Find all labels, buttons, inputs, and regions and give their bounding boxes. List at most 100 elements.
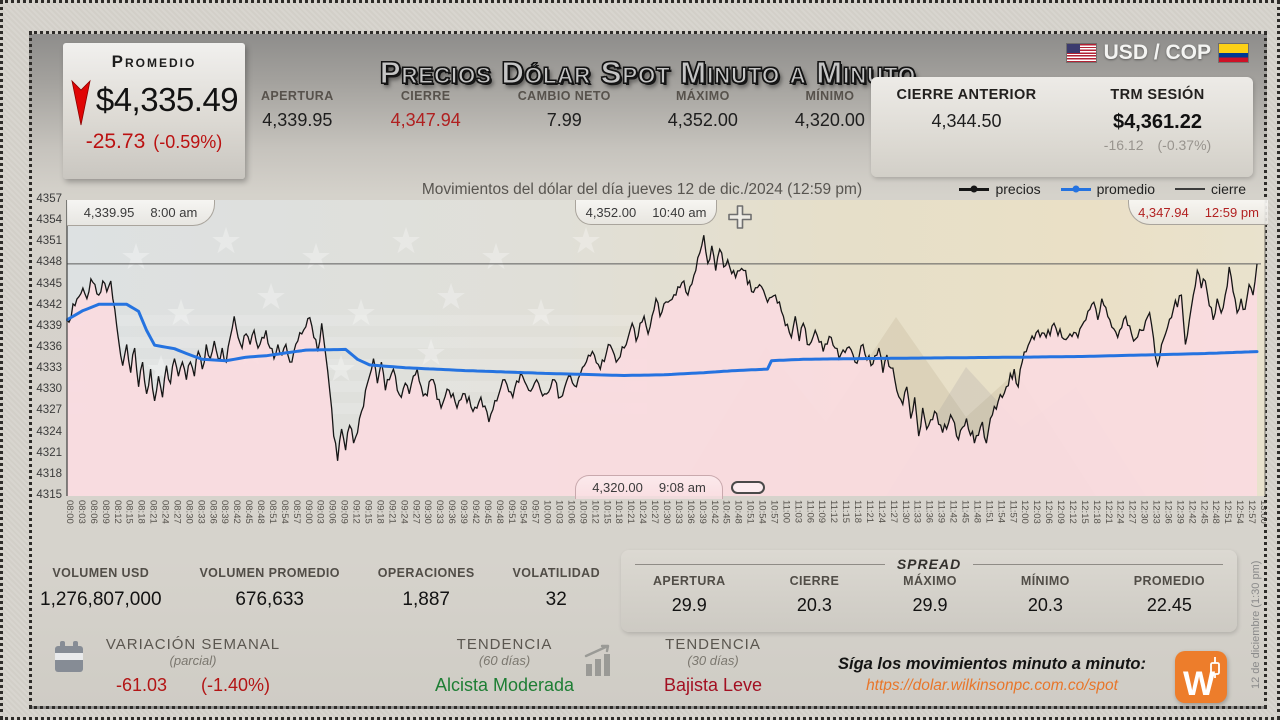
x-tick-label: 10:00 [542,500,553,524]
x-tick-label: 11:45 [960,500,971,523]
stat-label: APERTURA [652,574,726,588]
stat-value: 20.3 [796,595,832,615]
price-chart: ★★★★★★★★★★★★★★★ 08:0008:0308:0608:0908:1… [66,200,1266,524]
pair-label: USD / COP [1103,41,1211,64]
x-tick-label: 11:54 [995,500,1006,523]
x-tick-label: 08:39 [219,500,230,524]
x-tick-label: 10:15 [601,500,612,524]
x-tick-label: 09:57 [530,500,541,524]
legend-label: promedio [1096,181,1155,197]
trm-label: TRM SESIÓN [1110,87,1205,103]
stat-label: MÍNIMO [805,89,855,103]
y-tick-label: 4321 [36,446,62,459]
top-stat-cambio-neto: CAMBIO NETO 7.99 [518,89,611,131]
x-tick-label: 08:51 [267,500,278,524]
x-tick-label: 11:06 [804,500,815,523]
x-tick-label: 08:18 [136,500,147,524]
x-tick-label: 11:33 [912,500,923,523]
trend-60d-block: TENDENCIA (60 días) Alcista Moderada [407,636,602,696]
follow-block: Síga los movimientos minuto a minuto: ht… [832,655,1152,695]
weekly-variation-value: -61.03 (-1.40%) [115,675,271,695]
trm-value: $4,361.22 [1113,111,1202,133]
spread-stat-cierre: CIERRE 20.3 [790,574,840,616]
down-arrow-icon [71,79,91,126]
promedio-change: -25.73 (-0.59%) [85,130,223,153]
svg-text:★: ★ [120,236,152,277]
spread-stat-promedio: PROMEDIO 22.45 [1134,574,1205,616]
x-tick-label: 10:09 [577,500,588,524]
svg-text:★: ★ [345,292,377,333]
x-tick-label: 11:27 [888,500,899,523]
chart-legend: precios promedio cierre [959,181,1246,197]
svg-text:★: ★ [165,292,197,333]
spread-stat-maximo: MÁXIMO 29.9 [903,574,957,616]
follow-url-link[interactable]: https://dolar.wilkinsonpc.com.co/spot [866,677,1118,694]
volume-stats-row: VOLUMEN USD 1,276,807,000 VOLUMEN PROMEDIO… [40,566,600,611]
x-tick-label: 12:12 [1067,500,1078,524]
x-tick-label: 08:15 [124,500,135,524]
x-tick-label: 10:48 [733,500,744,524]
y-tick-label: 4333 [36,362,62,375]
x-tick-label: 11:09 [816,500,827,523]
svg-text:★: ★ [525,292,557,333]
x-tick-label: 12:54 [1234,500,1245,524]
prev-close-block: CIERRE ANTERIOR 4,344.50 [871,77,1062,177]
y-tick-label: 4345 [36,277,62,290]
spread-stats-row: APERTURA 29.9 CIERRE 20.3 MÁXIMO 29.9 MÍNIMO 20… [621,574,1237,616]
stat-value: 4,339.95 [262,110,333,130]
stat-value: 22.45 [1146,595,1192,615]
x-tick-label: 11:30 [900,500,911,523]
legend-swatch [1060,185,1091,193]
x-tick-label: 11:24 [876,500,887,523]
x-tick-label: 10:33 [673,500,684,524]
legend-marker-dot [970,185,978,193]
x-tick-label: 11:42 [948,500,959,523]
x-tick-label: 12:27 [1127,500,1138,524]
stat-value: 4,320.00 [794,110,865,130]
stat-value: 4,347.94 [390,110,461,130]
x-tick-label: 10:45 [721,500,732,524]
calendar-icon [55,641,83,672]
legend-label: precios [995,181,1041,197]
legend-item-promedio: promedio [1060,181,1155,197]
x-tick-label: 08:30 [183,500,194,524]
spread-panel: SPREAD APERTURA 29.9 CIERRE 20.3 MÁXIMO 29.9 M… [621,550,1237,632]
last-price-annotation: 4,347.94 12:59 pm [1128,200,1268,225]
stat-label: MÁXIMO [675,89,730,103]
x-tick-label: 11:15 [840,500,851,523]
weekly-variation-block: VARIACIÓN SEMANAL (parcial) -61.03 (-1.40… [88,636,298,696]
session-stats-row: APERTURA 4,339.95 CIERRE 4,347.94 CAMBIO NET… [261,89,865,131]
stat-value: 4,352.00 [667,110,738,130]
x-tick-label: 12:51 [1222,500,1233,524]
wilkinson-logo[interactable]: W [1175,651,1227,703]
x-tick-label: 10:03 [554,500,565,524]
x-tick-label: 09:39 [458,500,469,524]
x-tick-label: 12:24 [1115,500,1126,524]
x-tick-label: 10:12 [589,500,600,524]
x-tick-label: 12:36 [1163,500,1174,524]
x-tick-label: 10:42 [709,500,720,524]
y-tick-label: 4357 [36,193,62,205]
svg-text:★: ★ [210,220,242,261]
y-tick-label: 4336 [36,341,62,353]
x-tick-label: 10:27 [649,500,660,524]
x-tick-label: 08:33 [195,500,206,524]
y-tick-label: 4354 [36,214,62,227]
y-tick-label: 4339 [36,319,62,332]
x-tick-label: 10:39 [697,500,708,524]
pill-icon [731,481,765,494]
x-tick-label: 11:48 [971,500,982,523]
svg-text:★: ★ [390,220,422,261]
spread-title: SPREAD [635,556,1223,572]
x-tick-label: 09:06 [327,500,338,524]
x-tick-label: 08:00 [66,500,75,524]
x-tick-label: 12:42 [1186,500,1197,524]
x-tick-label: 12:18 [1091,500,1102,524]
top-stat-maximo: MÁXIMO 4,352.00 [668,89,738,131]
trm-change: -16.12 (-0.37%) [1103,137,1212,153]
us-flag-icon [1066,44,1096,62]
legend-marker-dot [1072,185,1080,193]
x-tick-label: 12:33 [1151,500,1162,524]
x-tick-label: 08:12 [112,500,123,524]
